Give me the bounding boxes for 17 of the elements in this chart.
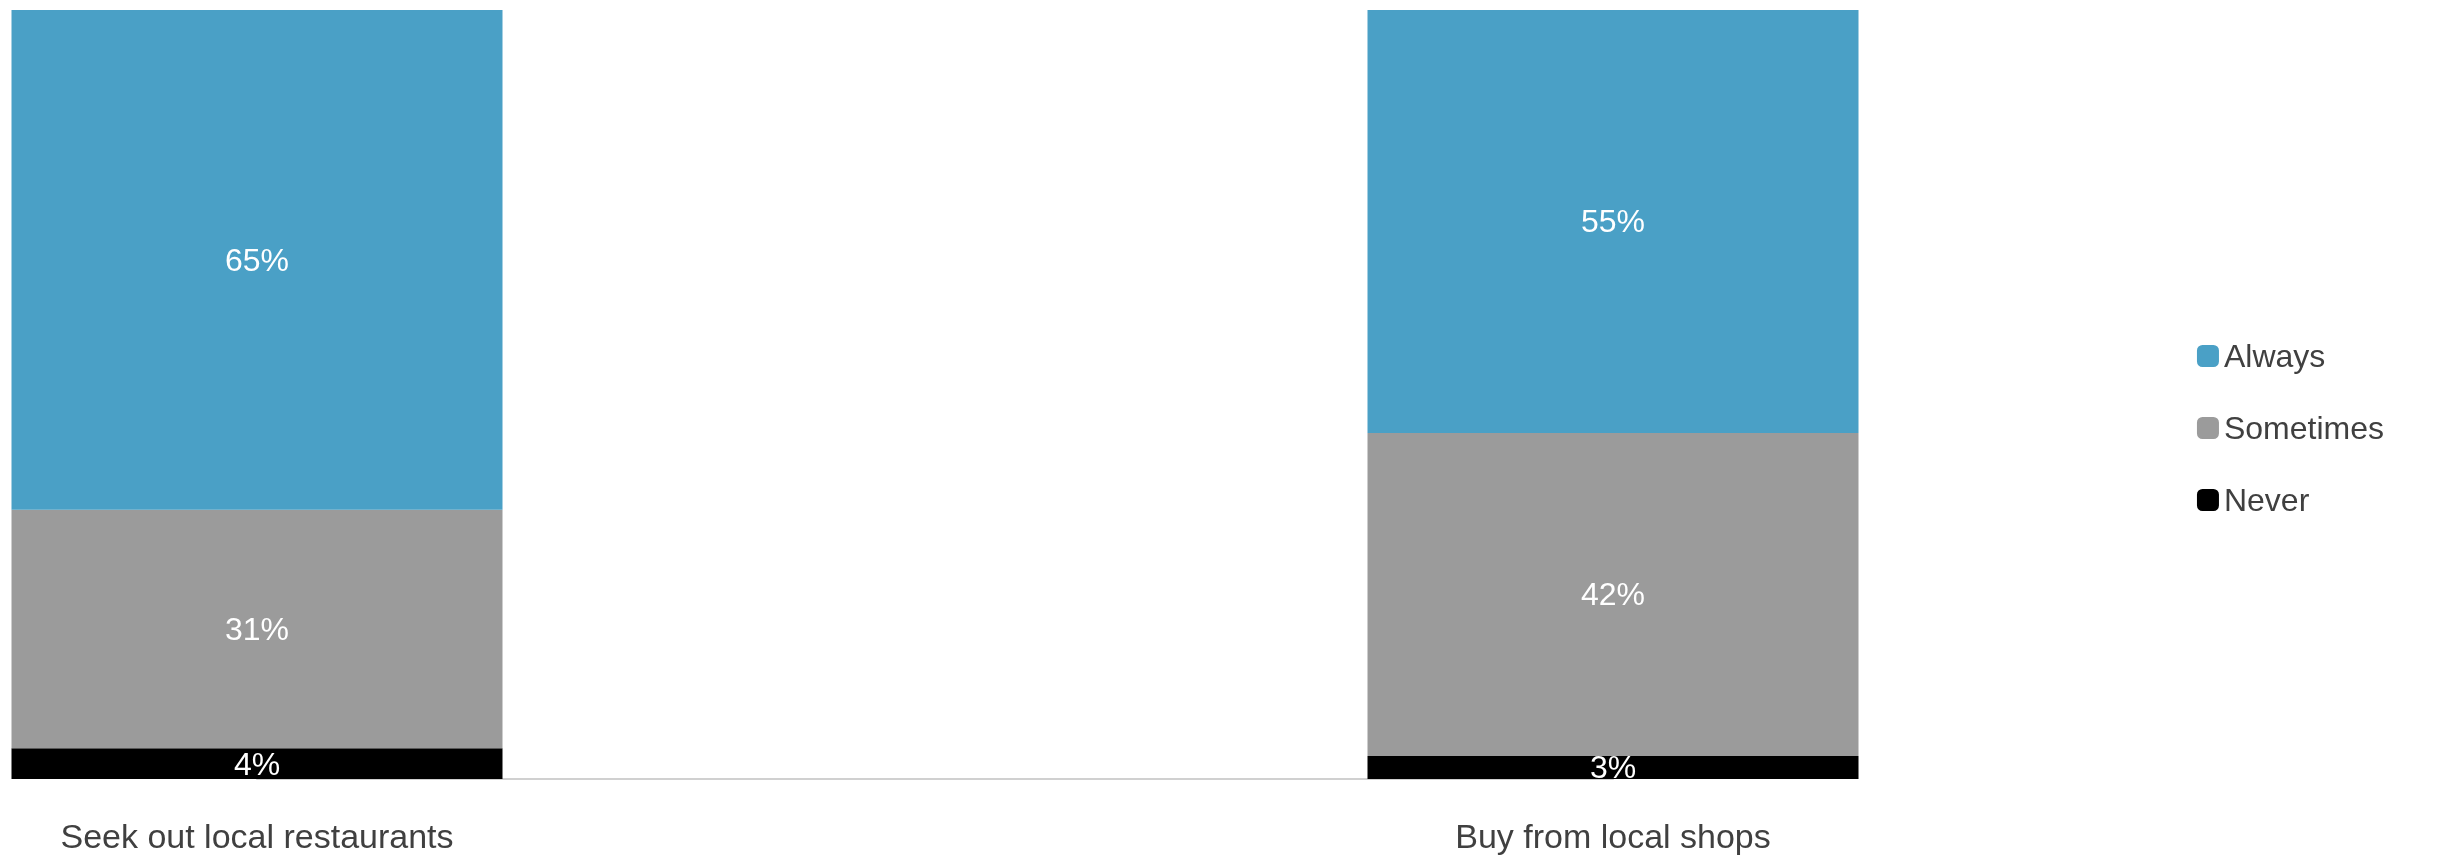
legend-label: Sometimes [2223,410,2384,446]
data-label: 42% [1580,576,1646,613]
bar [11,10,503,510]
bar [1367,10,1859,433]
legend-label: Never [2223,482,2310,518]
data-label: 55% [1580,203,1646,240]
x-tick-label: Buy from local shops [1455,817,1771,855]
bar [1367,755,1859,779]
data-label: 31% [224,611,290,648]
x-tick-label: Seek out local restaurants [60,817,454,855]
data-label: 4% [233,745,281,782]
bar [11,748,503,779]
bar [1367,432,1859,756]
data-label: 3% [1589,749,1637,786]
data-label: 65% [224,241,290,278]
legend-label: Always [2223,338,2326,374]
bar [11,509,503,749]
